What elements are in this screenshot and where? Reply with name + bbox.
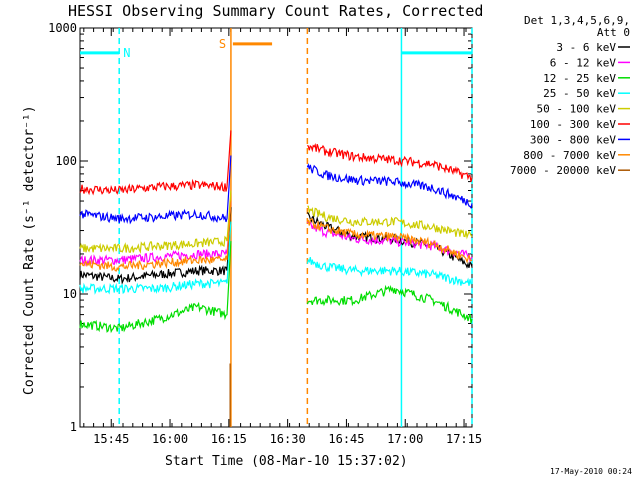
- series-line: [79, 200, 232, 267]
- series-line: [307, 143, 473, 182]
- x-tick-label: 17:00: [387, 432, 423, 446]
- series-line: [306, 284, 473, 324]
- chart-title: HESSI Observing Summary Count Rates, Cor…: [68, 2, 483, 20]
- y-tick-label: 100: [55, 154, 77, 168]
- x-tick-label: 16:45: [328, 432, 364, 446]
- series-line: [79, 155, 232, 225]
- night-label: N: [123, 46, 130, 60]
- series-line: [306, 162, 473, 210]
- x-tick-label: 16:15: [211, 432, 247, 446]
- y-axis-label: Corrected Count Rate (s⁻¹ detector⁻¹): [22, 105, 37, 395]
- series-line: [79, 241, 232, 334]
- legend-entry-label: 50 - 100 keV: [537, 103, 617, 116]
- series-line: [79, 130, 232, 196]
- x-tick-label: 16:00: [152, 432, 188, 446]
- legend-entry-label: 100 - 300 keV: [530, 118, 616, 131]
- y-tick-label: 1000: [48, 21, 77, 35]
- x-tick-label: 15:45: [93, 432, 129, 446]
- series-line: [307, 218, 473, 264]
- legend-header: Att 0: [597, 26, 630, 39]
- saa-label: S: [219, 37, 226, 51]
- plot-frame: [79, 27, 473, 428]
- legend-entry-label: 300 - 800 keV: [530, 133, 616, 146]
- series-line: [306, 256, 473, 286]
- legend-entry-label: 3 - 6 keV: [556, 41, 616, 54]
- footer-timestamp: 17-May-2010 00:24: [550, 467, 632, 476]
- series-line: [79, 200, 232, 272]
- y-tick-label: 1: [70, 420, 77, 434]
- legend-entry-label: 6 - 12 keV: [550, 56, 617, 69]
- series-line: [307, 205, 473, 240]
- series-line: [79, 207, 232, 285]
- plot-area: 1 10 100 1000 15:45 16:00 16:15 16:30 16:45 17:00…: [48, 21, 482, 446]
- legend-entry-label: 7000 - 20000 keV: [510, 164, 616, 177]
- legend-entry-label: 25 - 50 keV: [543, 87, 616, 100]
- x-tick-label: 16:30: [270, 432, 306, 446]
- legend-entry-label: 800 - 7000 keV: [523, 149, 616, 162]
- legend-entry-label: 12 - 25 keV: [543, 72, 616, 85]
- y-tick-label: 10: [63, 287, 77, 301]
- x-tick-label: 17:15: [446, 432, 482, 446]
- series-line: [79, 221, 232, 295]
- legend-header: Det 1,3,4,5,6,9,: [524, 14, 630, 27]
- series-line: [79, 190, 232, 254]
- x-axis-label: Start Time (08-Mar-10 15:37:02): [165, 454, 408, 469]
- legend: Det 1,3,4,5,6,9,Att 0 3 - 6 keV 6 - 12 keV…: [510, 14, 630, 177]
